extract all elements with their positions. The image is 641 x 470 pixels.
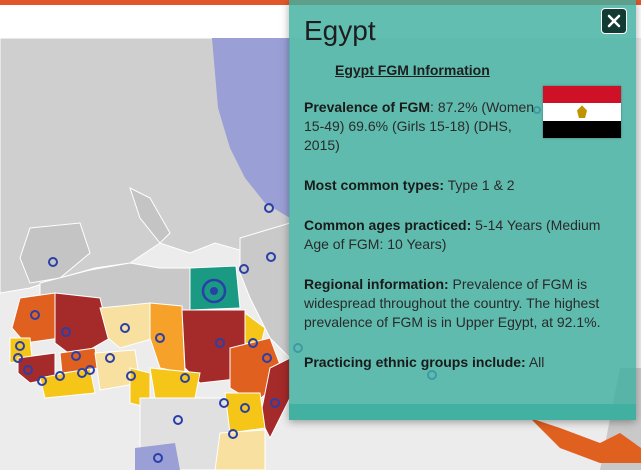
southern-overlay bbox=[135, 443, 180, 470]
egypt-marker[interactable] bbox=[201, 278, 227, 304]
central-african-republic[interactable] bbox=[149, 367, 201, 399]
section-text: Prevalence of FGM is widespread througho… bbox=[304, 276, 601, 330]
section-text: 5-14 Years (Medium Age of FGM: 10 Years) bbox=[304, 217, 601, 252]
section-label: Regional information: bbox=[304, 276, 449, 292]
panel-body: Prevalence of FGM: 87.2% (Women 15-49) 6… bbox=[304, 98, 600, 393]
marker-saudi[interactable] bbox=[239, 264, 249, 274]
marker-nigeria[interactable] bbox=[105, 353, 115, 363]
ethnic-section: Practicing ethnic groups include: All bbox=[304, 353, 619, 372]
marker-cameroon[interactable] bbox=[126, 371, 136, 381]
country-title: Egypt bbox=[304, 15, 376, 46]
sudan[interactable] bbox=[181, 309, 246, 384]
close-icon[interactable] bbox=[601, 8, 627, 34]
marker-ethiopia[interactable] bbox=[248, 338, 258, 348]
marker-kenya[interactable] bbox=[240, 403, 250, 413]
section-text: All bbox=[525, 354, 545, 370]
marker-sierra-leone[interactable] bbox=[37, 376, 47, 386]
marker-somalia[interactable] bbox=[270, 398, 280, 408]
indonesia-islands bbox=[530, 418, 641, 463]
marker-iberia[interactable] bbox=[48, 257, 58, 267]
ages-section: Common ages practiced: 5-14 Years (Mediu… bbox=[304, 216, 619, 254]
panel-subtitle: Egypt FGM Information bbox=[335, 62, 490, 78]
marker-uganda[interactable] bbox=[219, 398, 229, 408]
regional-section: Regional information: Prevalence of FGM … bbox=[304, 275, 619, 332]
panel-bottom-edge bbox=[289, 404, 636, 420]
marker-niger[interactable] bbox=[120, 323, 130, 333]
marker-ivory-coast[interactable] bbox=[55, 371, 65, 381]
marker-car[interactable] bbox=[180, 373, 190, 383]
marker-ghana[interactable] bbox=[71, 351, 81, 361]
marker-mali[interactable] bbox=[61, 327, 71, 337]
russia-overlay bbox=[212, 38, 290, 218]
section-label: Most common types: bbox=[304, 177, 445, 193]
marker-guinea[interactable] bbox=[23, 365, 33, 375]
marker-djibouti[interactable] bbox=[262, 353, 272, 363]
tanzania[interactable] bbox=[214, 429, 266, 470]
egypt-marker-dot bbox=[210, 287, 218, 295]
marker-mauritania[interactable] bbox=[30, 310, 40, 320]
section-text: : 87.2% (Women 15-49) 69.6% (Girls 15-18… bbox=[304, 99, 535, 153]
section-label: Prevalence of FGM bbox=[304, 99, 431, 115]
types-section: Most common types: Type 1 & 2 bbox=[304, 176, 619, 195]
marker-europe[interactable] bbox=[264, 203, 274, 213]
marker-sudan[interactable] bbox=[215, 338, 225, 348]
egypt-flag-icon bbox=[543, 86, 621, 138]
country-info-panel: Egypt Egypt FGM Information Prevalence o… bbox=[289, 0, 636, 420]
marker-benin[interactable] bbox=[85, 365, 95, 375]
marker-gulf[interactable] bbox=[266, 252, 276, 262]
marker-gambia[interactable] bbox=[13, 353, 23, 363]
section-label: Common ages practiced: bbox=[304, 217, 472, 233]
section-label: Practicing ethnic groups include: bbox=[304, 354, 526, 370]
marker-south[interactable] bbox=[153, 453, 163, 463]
country-markers bbox=[13, 106, 541, 463]
prevalence-section: Prevalence of FGM: 87.2% (Women 15-49) 6… bbox=[304, 98, 549, 155]
marker-chad[interactable] bbox=[155, 333, 165, 343]
marker-senegal[interactable] bbox=[15, 341, 25, 351]
section-text: Type 1 & 2 bbox=[444, 177, 515, 193]
marker-congo[interactable] bbox=[173, 415, 183, 425]
marker-tanzania[interactable] bbox=[228, 429, 238, 439]
italy bbox=[129, 187, 171, 244]
